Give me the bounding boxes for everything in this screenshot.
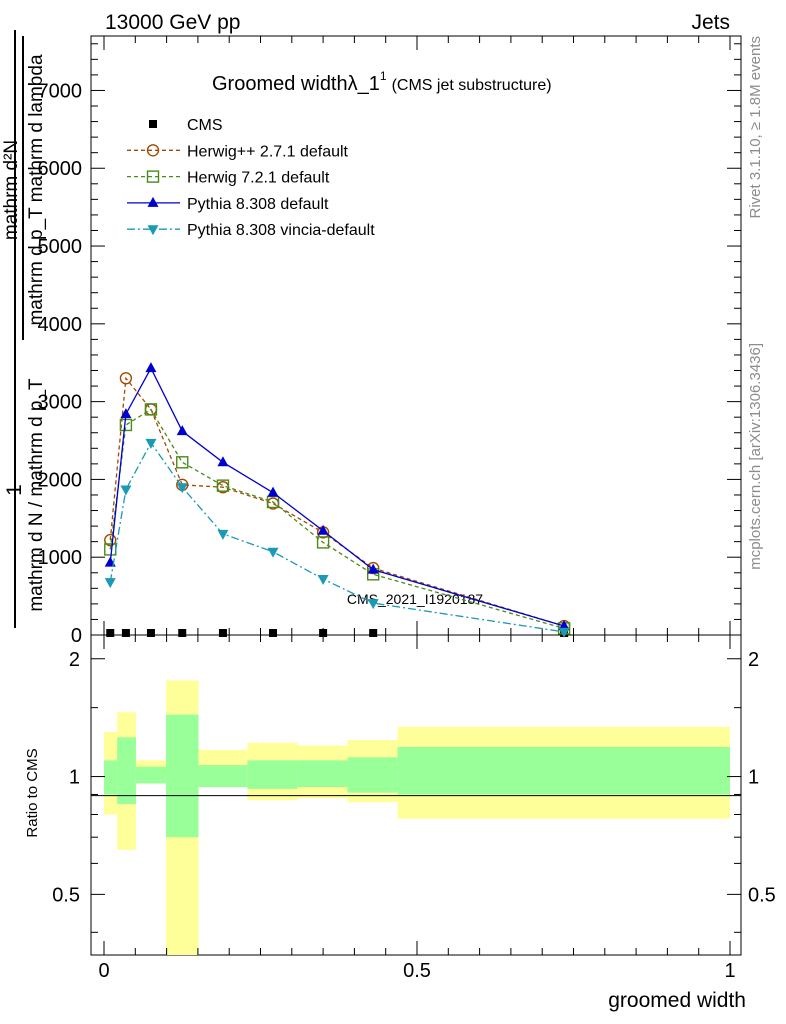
x-tick-label-0: 0 (98, 960, 109, 982)
data-point-1-1 (119, 372, 133, 385)
series-0 (106, 629, 569, 637)
chart-title-sup: 1 (380, 69, 387, 83)
y-tick-label-5: 5000 (38, 236, 83, 258)
ratio-panel-frame (90, 634, 742, 956)
ratio-stat-band-0 (104, 760, 118, 795)
data-point-0-0 (106, 629, 115, 637)
data-point-0-2 (146, 629, 155, 637)
legend-label-3: Pythia 8.308 default (187, 196, 329, 213)
chart-title-sub: (CMS jet substructure) (392, 77, 552, 94)
chart-title: Groomed widthλ_11 (CMS jet substructure) (212, 69, 552, 95)
series-line-3 (109, 366, 565, 627)
data-point-4-8 (558, 627, 570, 638)
series-line-2 (109, 408, 565, 630)
analysis-watermark: CMS_2021_I1920187 (347, 591, 483, 607)
data-point-4-2 (145, 438, 157, 449)
legend-label-2: Herwig 7.2.1 default (187, 170, 330, 187)
rivet-label: Rivet 3.1.10, ≥ 1.8M events (747, 36, 764, 219)
chart-title-main: Groomed widthλ_1 (212, 73, 380, 95)
ratio-tick-label-right-0: 0.5 (748, 884, 776, 906)
data-point-4-6 (317, 574, 329, 585)
ratio-tick-label-left-2: 2 (69, 649, 80, 671)
y-tick-label-7: 7000 (38, 80, 83, 102)
ratio-tick-label-left-0: 0.5 (52, 884, 80, 906)
data-point-3-5 (267, 486, 279, 497)
series-layer (104, 362, 571, 638)
series-2 (104, 403, 571, 635)
legend-marker-3 (147, 196, 159, 207)
data-point-3-2 (145, 362, 157, 373)
legend-marker-1 (146, 144, 160, 157)
data-point-3-3 (176, 425, 188, 436)
y-tick-label-0: 0 (71, 625, 82, 647)
data-point-2-6 (316, 536, 330, 549)
series-3 (104, 362, 570, 631)
ratio-stat-band-1 (117, 737, 136, 805)
data-point-2-2 (144, 403, 158, 416)
data-point-0-1 (121, 629, 130, 637)
data-point-3-6 (317, 524, 329, 535)
data-point-4-1 (120, 485, 132, 496)
energy-label: 13000 GeV pp (105, 11, 240, 34)
data-point-2-3 (176, 456, 189, 469)
y-tick-label-2: 2000 (38, 469, 83, 491)
y-tick-label-1: 1000 (38, 547, 83, 569)
ratio-stat-band-4 (198, 765, 248, 788)
ratio-stat-band-8 (397, 747, 730, 795)
legend-marker-4 (147, 225, 159, 236)
data-point-0-6 (319, 629, 328, 637)
ratio-stat-band-3 (165, 714, 199, 838)
data-point-4-7 (367, 599, 379, 610)
ratio-stat-band-2 (135, 766, 166, 784)
x-tick-label-1: 0.5 (403, 960, 431, 982)
series-line-4 (109, 441, 565, 633)
ratio-tick-label-right-2: 2 (748, 649, 759, 671)
ratio-stat-band-7 (347, 757, 398, 793)
series-1 (104, 372, 571, 633)
legend: CMS Herwig++ 2.7.1 default Herwig 7.2.1 de… (127, 117, 375, 239)
ratio-stat-band-5 (247, 760, 298, 789)
data-point-4-0 (104, 578, 116, 589)
data-point-2-4 (216, 479, 230, 492)
y-tick-label-6: 6000 (38, 158, 83, 180)
legend-marker-0 (149, 120, 157, 128)
series-line-1 (109, 376, 565, 627)
data-point-0-7 (369, 629, 378, 637)
y-axis-label: 1 mathrm d²N mathrm d p_T mathrm d lambd… (1, 30, 47, 628)
data-point-4-5 (267, 547, 279, 558)
series-4 (104, 438, 570, 638)
ratio-tick-label-left-1: 1 (69, 767, 80, 789)
data-point-3-1 (120, 408, 132, 419)
y-tick-label-4: 4000 (38, 314, 83, 336)
data-point-3-4 (217, 456, 229, 467)
x-axis-label: groomed width (608, 989, 746, 1012)
legend-label-4: Pythia 8.308 vincia-default (187, 222, 375, 239)
axis-ticks: 0 1000 2000 3000 4000 5000 6000 7000 0 0.5 1 0.5 0.5… (38, 36, 776, 982)
ratio-bands (104, 680, 730, 955)
y-tick-label-3: 3000 (38, 392, 83, 414)
data-point-3-7 (367, 563, 379, 574)
ratio-tick-label-right-1: 1 (748, 767, 759, 789)
x-tick-label-2: 1 (724, 960, 735, 982)
data-point-4-4 (217, 529, 229, 540)
ratio-stat-band-6 (297, 760, 348, 788)
legend-label-0: CMS (187, 117, 223, 134)
legend-marker-2 (146, 170, 160, 183)
ratio-y-label: Ratio to CMS (24, 748, 41, 837)
category-label: Jets (691, 11, 730, 34)
legend-label-1: Herwig++ 2.7.1 default (187, 143, 349, 160)
data-point-3-8 (558, 620, 570, 631)
mcplots-label: mcplots.cern.ch [arXiv:1306.3436] (747, 343, 764, 570)
data-point-0-4 (218, 629, 227, 637)
y-label-bottom: mathrm d N / mathrm d p_T (26, 378, 47, 612)
data-point-4-3 (176, 483, 188, 494)
data-point-0-3 (178, 629, 187, 637)
data-point-0-5 (269, 629, 278, 637)
y-label-top-numerator: mathrm d²N (1, 140, 22, 240)
y-label-top-denominator: mathrm d p_T mathrm d lambda (26, 54, 47, 325)
